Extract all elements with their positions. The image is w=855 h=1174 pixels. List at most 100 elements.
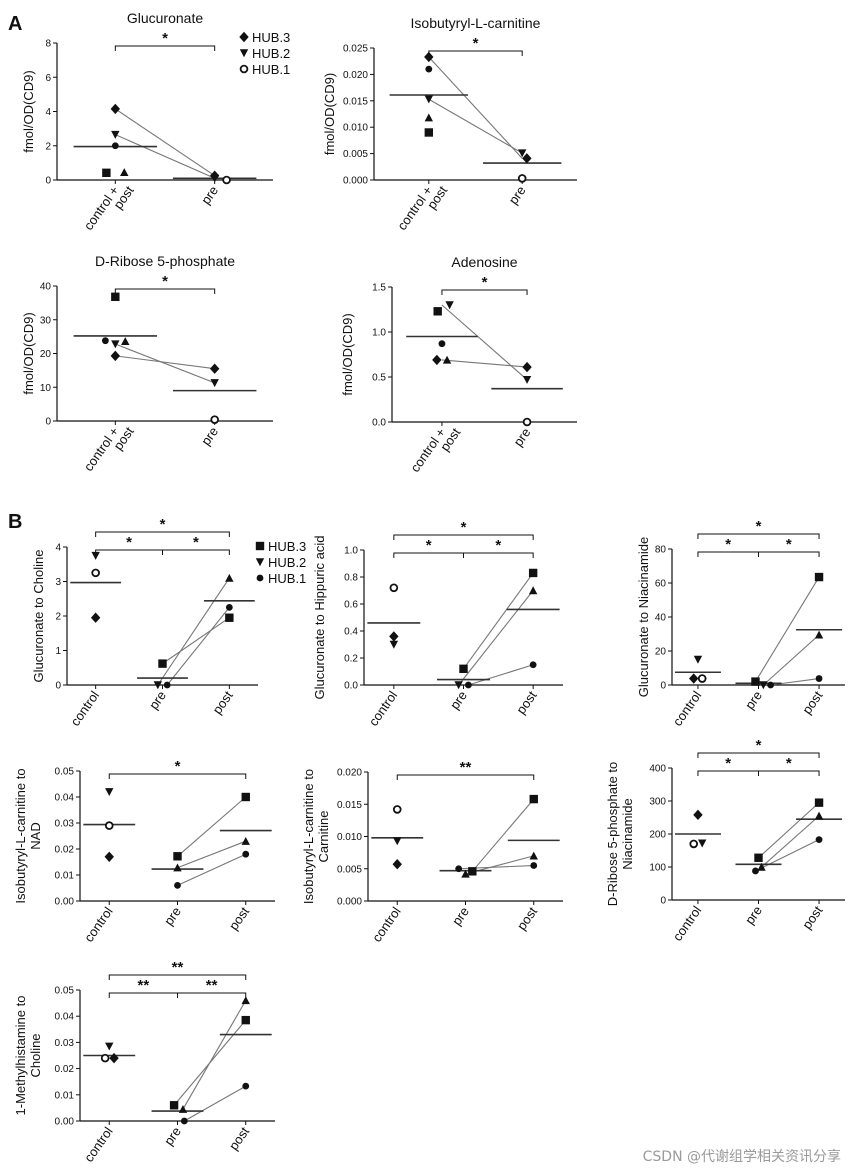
connector-line: [177, 853, 246, 886]
data-point: [455, 865, 463, 873]
connector-line: [115, 355, 215, 370]
significance-label: *: [160, 516, 166, 533]
significance-label: *: [495, 537, 501, 554]
data-point: [242, 1082, 250, 1090]
x-tick-label: pre: [198, 424, 221, 448]
significance-label: **: [138, 977, 150, 994]
connector-line: [761, 815, 820, 868]
data-point: [121, 337, 130, 346]
data-point: [209, 363, 220, 374]
data-point: [522, 361, 532, 373]
connector-line: [762, 634, 820, 686]
y-tick-label: 8: [45, 39, 51, 50]
connector-line: [755, 839, 820, 872]
connector-line: [458, 590, 534, 686]
data-point: [225, 603, 233, 611]
x-tick-label: post: [226, 1124, 253, 1153]
y-tick-label: 6: [45, 73, 51, 84]
y-tick-label: 0.020: [337, 768, 362, 779]
data-point: [90, 612, 101, 623]
significance-label: *: [426, 537, 432, 554]
legend-marker: [255, 541, 265, 551]
data-point: [101, 337, 109, 345]
significance-label: *: [162, 273, 168, 290]
data-point: [241, 996, 250, 1005]
data-point: [153, 681, 163, 690]
y-tick-label: 0.6: [344, 600, 358, 611]
data-point: [392, 805, 402, 814]
y-tick-label: 1.0: [372, 328, 386, 339]
data-point: [522, 153, 532, 164]
connector-line: [428, 98, 523, 154]
x-tick-label: control: [670, 903, 705, 944]
significance-label: *: [175, 758, 181, 775]
data-point: [91, 551, 100, 560]
data-point: [528, 568, 538, 578]
y-tick-label: 0: [45, 417, 51, 428]
connector-line: [463, 572, 534, 670]
data-point: [442, 355, 452, 364]
data-point: [389, 640, 399, 649]
data-point: [210, 174, 219, 183]
data-point: [425, 65, 433, 73]
significance-bracket: [697, 533, 820, 539]
y-tick-label: 40: [40, 282, 52, 293]
data-point: [393, 837, 402, 846]
chart-title: Isobutyryl-L-carnitine: [411, 15, 541, 31]
chart-title: Glucuronate: [127, 10, 203, 26]
y-tick-label: 0.04: [55, 1012, 75, 1023]
significance-bracket: [441, 289, 528, 295]
connector-line: [184, 1085, 247, 1122]
data-point: [432, 354, 442, 366]
watermark: CSDN @代谢组学相关资讯分享: [642, 1149, 841, 1165]
y-tick-label: 0.005: [337, 864, 362, 875]
connector-line: [758, 802, 820, 859]
legend-label: HUB.1: [252, 62, 290, 77]
data-point: [158, 659, 167, 668]
y-tick-label: 0.02: [55, 845, 75, 856]
y-tick-label: 0.010: [343, 123, 368, 134]
y-tick-label: 0.2: [344, 654, 358, 665]
x-tick-label: post: [799, 903, 826, 932]
data-point: [389, 583, 399, 593]
y-axis-label: NAD: [28, 822, 43, 849]
connector-line: [428, 56, 523, 159]
significance-bracket: [758, 551, 820, 557]
y-tick-label: 2: [55, 612, 61, 623]
legend-marker: [255, 558, 265, 567]
data-point: [109, 1052, 119, 1064]
data-point: [464, 681, 472, 689]
data-point: [814, 798, 824, 807]
y-tick-label: 4: [55, 543, 61, 554]
significance-label: *: [756, 737, 762, 754]
connector-line: [177, 840, 246, 869]
y-tick-label: 400: [649, 764, 666, 775]
data-point: [459, 664, 468, 673]
data-point: [815, 836, 823, 844]
y-tick-label: 1.5: [372, 283, 386, 294]
data-point: [461, 869, 470, 878]
data-point: [517, 149, 527, 158]
data-point: [225, 613, 234, 622]
data-point: [697, 839, 707, 848]
x-tick-label: pre: [447, 688, 470, 712]
y-tick-label: 0.4: [344, 627, 358, 638]
connector-line: [162, 617, 230, 665]
y-tick-label: 0.05: [55, 986, 75, 997]
significance-label: *: [725, 536, 731, 553]
significance-bracket: [177, 992, 247, 998]
legend-label: HUB.1: [268, 571, 306, 586]
y-tick-label: 4: [45, 107, 51, 118]
y-tick-label: 0: [660, 896, 666, 907]
data-point: [454, 681, 463, 690]
y-axis-label: Niacinamide: [620, 798, 635, 870]
y-tick-label: 30: [40, 315, 52, 326]
data-point: [517, 174, 527, 183]
data-point: [210, 379, 219, 388]
data-point: [529, 794, 538, 804]
y-tick-label: 0.01: [55, 1090, 75, 1101]
chart-5: 0 1 2 3 4 control pre post Glucuronate to Cholin…: [31, 516, 306, 729]
data-point: [529, 661, 537, 669]
